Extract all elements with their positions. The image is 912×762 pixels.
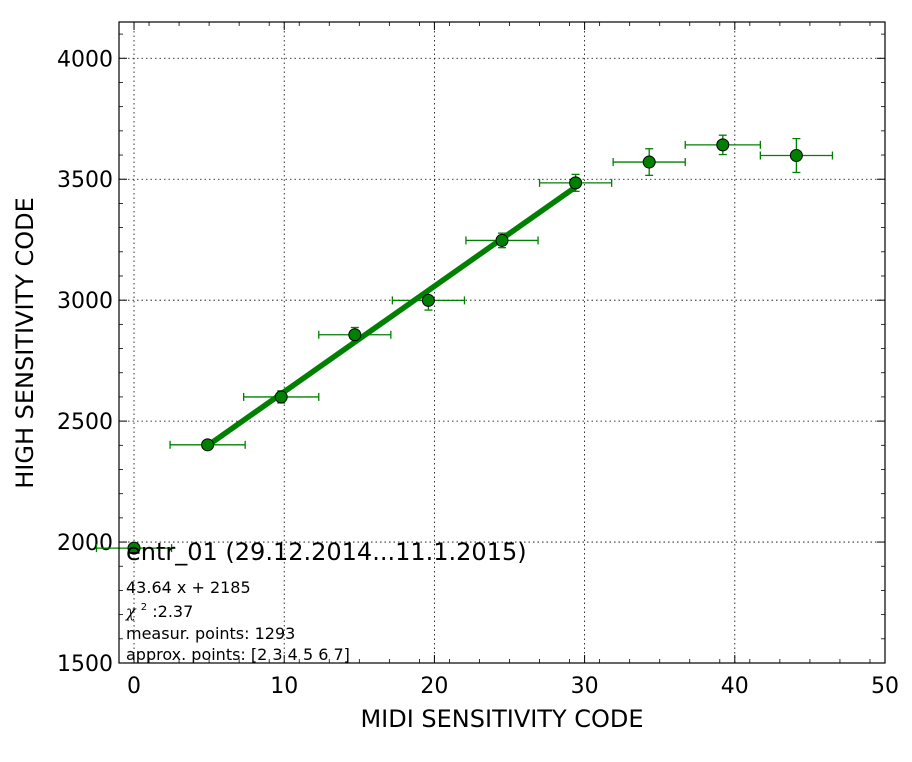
fit-line <box>206 184 578 448</box>
plot-frame <box>118 21 886 664</box>
data-point <box>127 541 141 555</box>
data-point <box>495 233 509 247</box>
x-tick-label: 20 <box>420 674 448 699</box>
x-tick-label: 40 <box>721 674 749 699</box>
data-point <box>789 149 803 163</box>
annotation-chi: χ 2 :2.37 <box>125 595 193 621</box>
data-point <box>716 138 730 152</box>
data-point <box>274 390 288 404</box>
y-tick-label: 4000 <box>57 47 113 72</box>
y-tick-label: 3000 <box>57 289 113 314</box>
x-tick-label: 50 <box>871 674 899 699</box>
data-point <box>642 155 656 169</box>
y-tick-label: 2500 <box>57 410 113 435</box>
chi-symbol: χ <box>125 602 137 621</box>
y-axis-label: HIGH SENSITIVITY CODE <box>11 197 39 489</box>
y-tick-label: 3500 <box>57 168 113 193</box>
data-point <box>421 293 435 307</box>
annotation-approx-points: approx. points: [2 3 4 5 6 7] <box>126 645 350 664</box>
annotation-heading: entr_01 (29.12.2014...11.1.2015) <box>126 538 527 566</box>
data-point <box>201 438 215 452</box>
annotation-equation: 43.64 x + 2185 <box>126 578 251 597</box>
fit-line-segment <box>206 184 578 448</box>
y-tick-label: 2000 <box>57 531 113 556</box>
x-tick-label: 10 <box>270 674 298 699</box>
annotation-measur-points: measur. points: 1293 <box>126 624 295 643</box>
chi-value: :2.37 <box>152 602 193 621</box>
axis-ticks <box>118 22 886 664</box>
data-point <box>348 328 362 342</box>
x-tick-label: 0 <box>127 674 141 699</box>
plot-background <box>119 22 885 663</box>
y-tick-label: 1500 <box>57 652 113 677</box>
x-tick-label: 30 <box>571 674 599 699</box>
data-markers <box>127 138 803 555</box>
tick-labels: 0 10 20 30 40 50 1500 2000 2500 3000 3500 4000 <box>57 47 899 699</box>
chi-exponent: 2 <box>141 602 147 613</box>
data-point <box>569 176 583 190</box>
x-axis-label: MIDI SENSITIVITY CODE <box>360 705 643 733</box>
